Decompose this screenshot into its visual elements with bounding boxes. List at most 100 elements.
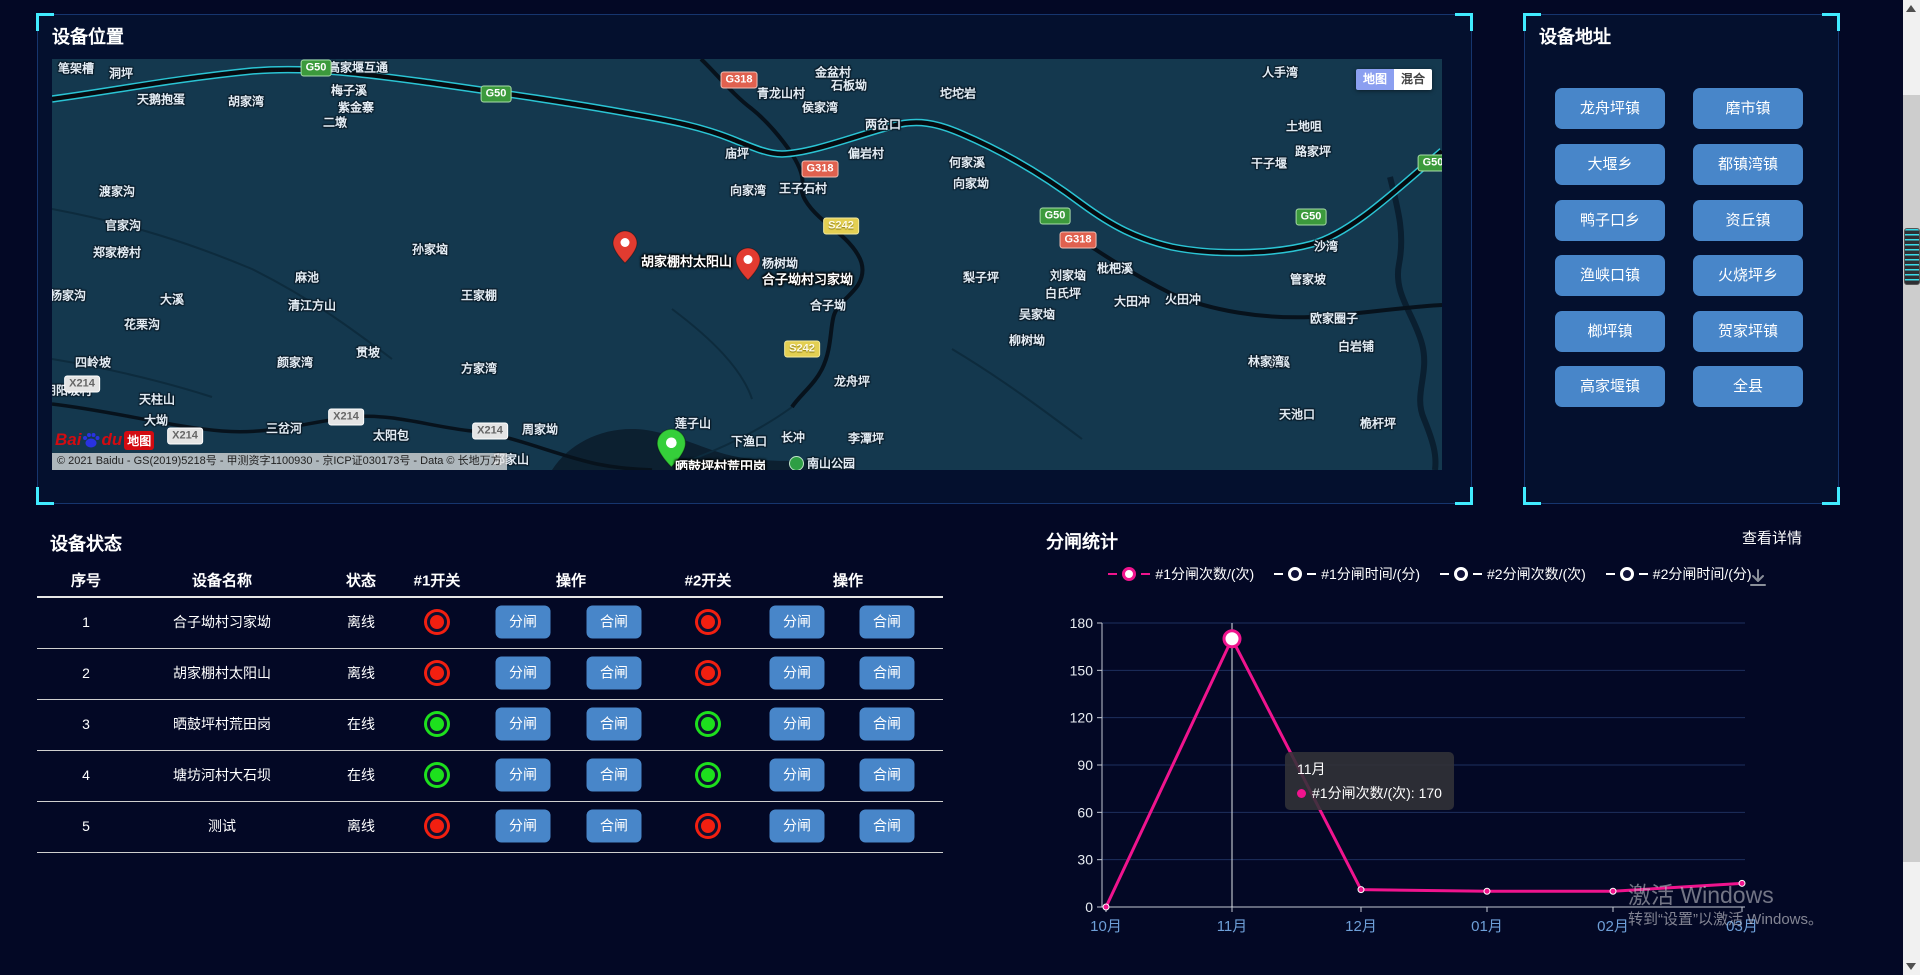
switch2-indicator [695, 660, 721, 686]
address-button-渔峡口镇[interactable]: 渔峡口镇 [1555, 255, 1665, 296]
legend-dot-icon [1619, 567, 1634, 581]
river [1387, 176, 1439, 470]
legend-item-2[interactable]: #2分闸次数/(次) [1440, 564, 1586, 584]
map-place-label: 枇杷溪 [1096, 261, 1134, 276]
map-place-label: 郑家榜村 [92, 245, 142, 260]
x-tick-label: 03月 [1726, 918, 1758, 935]
indicator-core [698, 612, 718, 632]
map-place-label: 偏岩村 [847, 146, 885, 161]
map-place-label: 干子堰 [1250, 156, 1288, 171]
trip-stats-chart[interactable]: 0 30 60 90 120 150 180 10月 11月 12月 01月 02月 03月 [1040, 598, 1820, 943]
address-button-鸭子口乡[interactable]: 鸭子口乡 [1555, 200, 1665, 241]
indicator-core [427, 816, 447, 836]
scrollbar-up-arrow-icon[interactable] [1906, 5, 1916, 12]
row4-open-switch2-button[interactable]: 分闸 [769, 758, 825, 792]
address-button-都镇湾镇[interactable]: 都镇湾镇 [1693, 144, 1803, 185]
legend-item-3[interactable]: #2分闸时间/(分) [1605, 564, 1752, 584]
y-tick-label: 60 [1077, 804, 1093, 820]
row5-open-switch1-button[interactable]: 分闸 [495, 809, 551, 843]
cell-index: 2 [82, 665, 90, 681]
download-icon[interactable] [1746, 566, 1770, 590]
map-place-label: 龙舟坪 [833, 374, 871, 389]
row1-close-switch2-button[interactable]: 合闸 [859, 605, 915, 639]
scrollbar-down-arrow-icon[interactable] [1906, 963, 1916, 970]
row2-close-switch1-button[interactable]: 合闸 [586, 656, 642, 690]
row1-close-switch1-button[interactable]: 合闸 [586, 605, 642, 639]
legend-label: #1分闸时间/(分) [1321, 566, 1420, 582]
legend-label: #2分闸时间/(分) [1652, 566, 1752, 582]
road-shield-g318: G318 [801, 160, 839, 178]
map-place-label: 天柱山 [138, 392, 176, 407]
row1-open-switch1-button[interactable]: 分闸 [495, 605, 551, 639]
address-button-贺家坪镇[interactable]: 贺家坪镇 [1693, 311, 1803, 352]
row3-close-switch1-button[interactable]: 合闸 [586, 707, 642, 741]
map-place-label: 白岩铺 [1337, 339, 1375, 354]
switch1-indicator [424, 609, 450, 635]
scrollbar-thumb[interactable] [1903, 95, 1920, 862]
map-place-label: 天池口 [1278, 407, 1316, 422]
x-tick-label: 01月 [1471, 918, 1503, 935]
row3-open-switch1-button[interactable]: 分闸 [495, 707, 551, 741]
address-button-龙舟坪镇[interactable]: 龙舟坪镇 [1555, 88, 1665, 129]
map-pin-2[interactable] [735, 247, 761, 281]
device-address-panel: 设备地址 龙舟坪镇 磨市镇 大堰乡 都镇湾镇 鸭子口乡 资丘镇 渔峡口镇 火烧坪乡 榔坪镇 贺家坪… [1523, 13, 1840, 505]
switch1-indicator [424, 711, 450, 737]
map-place-label: 麻池 [294, 270, 320, 285]
address-button-榔坪镇[interactable]: 榔坪镇 [1555, 311, 1665, 352]
legend-item-1[interactable]: #1分闸时间/(分) [1274, 564, 1420, 584]
road-shield-g50: G50 [1417, 154, 1442, 172]
data-point [1102, 903, 1110, 911]
address-button-资丘镇[interactable]: 资丘镇 [1693, 200, 1803, 241]
address-button-火烧坪乡[interactable]: 火烧坪乡 [1693, 255, 1803, 296]
map-pin-1[interactable] [612, 230, 638, 264]
corner-decoration [1822, 13, 1840, 31]
indicator-core [427, 663, 447, 683]
map-mode-button[interactable]: 地图 [1356, 69, 1395, 90]
row4-close-switch2-button[interactable]: 合闸 [859, 758, 915, 792]
map-place-label: 侯家湾 [801, 100, 839, 115]
map-place-label: 吴家垴 [1018, 307, 1056, 322]
map-place-label: 向家坳 [952, 176, 990, 191]
row2-close-switch2-button[interactable]: 合闸 [859, 656, 915, 690]
indicator-core [698, 765, 718, 785]
hybrid-mode-button[interactable]: 混合 [1394, 69, 1433, 90]
road-shield-g50: G50 [1295, 208, 1327, 226]
column-header-3: #1开关 [413, 572, 461, 590]
legend-item-0[interactable]: #1分闸次数/(次) [1108, 564, 1254, 584]
baidu-logo-text: du [101, 430, 123, 449]
map-place-label: 桅杆坪 [1359, 416, 1397, 431]
address-button-大堰乡[interactable]: 大堰乡 [1555, 144, 1665, 185]
series-line [1104, 637, 1743, 908]
row5-close-switch1-button[interactable]: 合闸 [586, 809, 642, 843]
baidu-map[interactable]: 笔架槽 洞坪 天鹅抱蛋 胡家湾 高家堰互通 梅子溪 紫金寨 二墩 渡家沟 官家沟 郑家榜村 杨家沟 大溪… [52, 59, 1442, 470]
row4-open-switch1-button[interactable]: 分闸 [495, 758, 551, 792]
map-pin-label: 胡家棚村太阳山 [641, 254, 733, 269]
map-place-label: 二墩 [322, 115, 348, 130]
map-place-label: 王子石村 [778, 181, 828, 196]
legend-line-icon [1638, 573, 1648, 575]
map-place-label: 大坳 [143, 413, 169, 428]
row4-close-switch1-button[interactable]: 合闸 [586, 758, 642, 792]
address-button-磨市镇[interactable]: 磨市镇 [1693, 88, 1803, 129]
map-place-label: 石板坳 [830, 78, 868, 93]
row5-open-switch2-button[interactable]: 分闸 [769, 809, 825, 843]
road-shield-g50: G50 [300, 59, 332, 77]
map-pin-3[interactable] [656, 428, 686, 468]
row3-open-switch2-button[interactable]: 分闸 [769, 707, 825, 741]
row2-open-switch1-button[interactable]: 分闸 [495, 656, 551, 690]
road-shield-s242: S242 [784, 340, 820, 358]
row1-open-switch2-button[interactable]: 分闸 [769, 605, 825, 639]
row5-close-switch2-button[interactable]: 合闸 [859, 809, 915, 843]
x-tick-label: 12月 [1345, 918, 1377, 935]
switch2-indicator [695, 762, 721, 788]
view-details-link[interactable]: 查看详情 [1742, 530, 1803, 547]
vertical-scrollbar[interactable] [1903, 0, 1920, 975]
row-divider [37, 800, 943, 802]
row2-open-switch2-button[interactable]: 分闸 [769, 656, 825, 690]
address-button-全县[interactable]: 全县 [1693, 366, 1803, 407]
corner-decoration [1822, 487, 1840, 505]
address-button-高家堰镇[interactable]: 高家堰镇 [1555, 366, 1665, 407]
row3-close-switch2-button[interactable]: 合闸 [859, 707, 915, 741]
map-type-toggle[interactable]: 地图 混合 [1356, 69, 1433, 90]
